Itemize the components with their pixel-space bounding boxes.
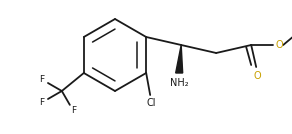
Text: F: F	[71, 106, 76, 115]
Text: Cl: Cl	[146, 98, 156, 108]
Text: F: F	[39, 98, 44, 107]
Text: NH₂: NH₂	[170, 78, 189, 88]
Polygon shape	[176, 45, 183, 73]
Text: F: F	[39, 75, 44, 84]
Text: O: O	[275, 40, 283, 50]
Text: O: O	[253, 71, 261, 81]
